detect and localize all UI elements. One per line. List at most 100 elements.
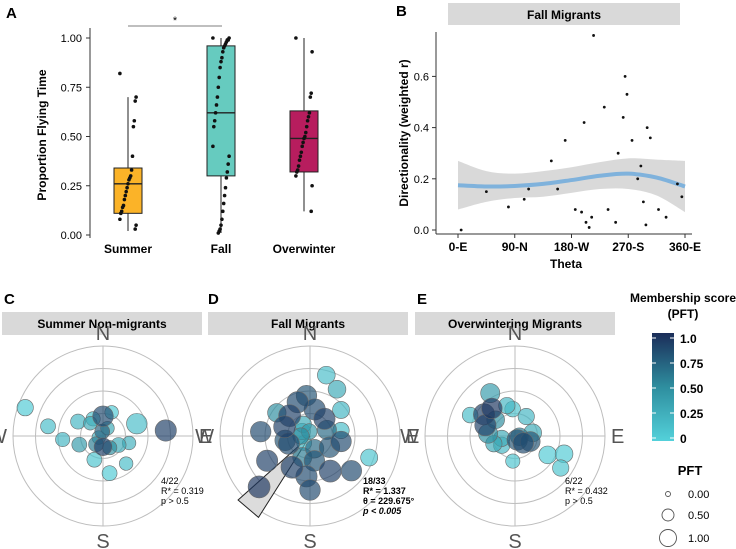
polar-point	[318, 459, 342, 483]
b-y-tick-label: 0.6	[414, 71, 429, 83]
b-x-tick-label: 270-S	[612, 240, 644, 254]
data-point	[124, 189, 128, 194]
data-point	[118, 71, 122, 76]
polar-point	[340, 460, 362, 482]
polar-point	[538, 445, 557, 465]
data-point	[225, 170, 230, 174]
polar-strip	[2, 312, 202, 335]
data-point	[215, 95, 220, 99]
scatter-point	[549, 159, 553, 163]
colorbar-tick-label: 0.50	[680, 382, 704, 396]
scatter-point	[625, 92, 629, 96]
b-y-axis-label: Directionality (weighted r)	[397, 59, 411, 206]
x-tick-label: Summer	[104, 242, 152, 256]
data-point	[305, 118, 310, 123]
polar-stat: θ = 229.675°	[363, 496, 415, 506]
scatter-point	[621, 115, 625, 119]
data-point	[118, 217, 122, 222]
data-point	[211, 36, 215, 40]
polar-stat: 18/33	[363, 476, 386, 486]
polar-point	[327, 380, 347, 399]
scatter-point	[664, 215, 668, 219]
data-point	[133, 227, 137, 231]
compass-n: N	[303, 323, 317, 345]
data-point	[216, 85, 221, 90]
scatter-panel: Fall Migrants Directionality (weighted r…	[397, 3, 701, 271]
data-point	[300, 144, 305, 149]
b-smooth-line	[457, 171, 686, 189]
b-x-axis-label: Theta	[550, 257, 582, 271]
size-legend-title: PFT	[678, 463, 703, 478]
data-point	[299, 150, 304, 155]
polar-point	[517, 408, 535, 426]
a-y-tick-label: 1.00	[61, 33, 82, 45]
scatter-point	[563, 139, 567, 142]
polar-point	[360, 448, 379, 467]
compass-n: N	[96, 323, 110, 345]
b-y-tick-label: 0.0	[414, 225, 429, 237]
b-x-tick-label: 0-E	[449, 240, 468, 254]
data-point	[219, 223, 223, 227]
data-point	[310, 49, 314, 54]
size-legend-label: 1.00	[688, 533, 709, 545]
legend: Membership score (PFT) 1.00.750.500.250 …	[630, 291, 736, 547]
compass-w: W	[400, 426, 419, 448]
data-point	[298, 154, 303, 158]
polar-point	[93, 437, 113, 456]
data-point	[127, 178, 131, 182]
colorbar-tick-label: 0	[680, 432, 687, 446]
scatter-point	[527, 187, 531, 191]
polar-stat: 4/22	[161, 476, 179, 486]
polar-strip	[415, 312, 615, 335]
polar-point	[55, 432, 71, 447]
data-point	[297, 158, 302, 162]
scatter-point	[522, 197, 526, 201]
colorbar-tick-label: 1.0	[680, 332, 697, 346]
data-point	[308, 95, 313, 99]
scatter-point	[459, 228, 463, 232]
polar-point	[317, 365, 336, 385]
data-point	[122, 197, 127, 202]
membership-colorbar	[652, 333, 674, 441]
data-point	[132, 118, 137, 123]
data-point	[134, 95, 138, 99]
b-strip	[448, 3, 680, 25]
polar-point	[101, 465, 118, 482]
data-point	[119, 211, 123, 216]
polar-stat: 6/22	[565, 476, 583, 486]
data-point	[134, 223, 138, 227]
polar-stat: R* = 0.432	[565, 486, 608, 496]
data-point	[221, 46, 226, 50]
compass-w: W	[0, 426, 7, 448]
panel-letter-d: D	[208, 291, 219, 308]
polar-stat: R* = 0.319	[161, 486, 204, 496]
data-point	[214, 103, 219, 107]
a-y-tick-label: 0.75	[61, 82, 82, 94]
data-point	[213, 111, 218, 115]
boxplot-panel: Proportion Flying Time 0.00 0.25 0.50 0.75 1…	[35, 15, 336, 256]
size-legend-label: 0.00	[688, 489, 709, 501]
scatter-point	[556, 187, 560, 191]
box-summer	[113, 167, 143, 214]
polar-point	[250, 421, 272, 443]
data-point	[294, 36, 298, 40]
scatter-point	[580, 210, 583, 214]
b-x-tick-label: 90-N	[502, 240, 528, 254]
polar-title: Summer Non-migrants	[37, 317, 167, 331]
data-point	[295, 170, 299, 174]
scatter-point	[676, 182, 679, 186]
membership-legend-title: Membership score	[630, 291, 736, 305]
a-y-tick-label: 0.25	[61, 181, 82, 193]
a-y-tick-label: 0.00	[61, 230, 82, 242]
scatter-point	[507, 205, 510, 209]
scatter-point	[602, 105, 606, 109]
polar-stat: p > 0.5	[161, 496, 189, 506]
polar-stat: p < 0.005	[362, 506, 402, 516]
polar-strip	[208, 312, 408, 335]
polar-point	[552, 459, 570, 477]
polar-point	[256, 449, 279, 472]
colorbar-tick-label: 0.75	[680, 357, 704, 371]
